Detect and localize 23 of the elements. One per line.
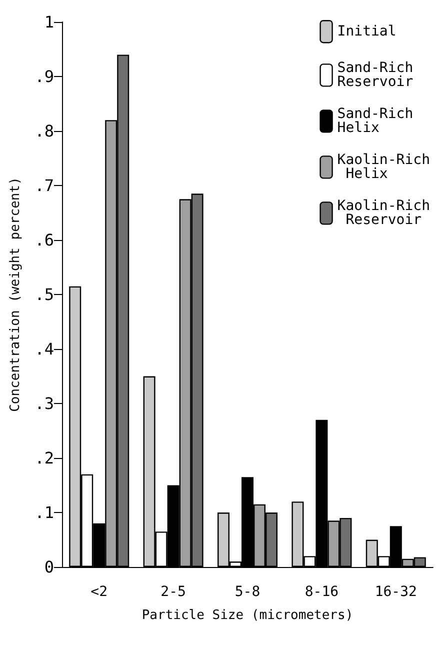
y-tick-label: .3	[34, 394, 54, 413]
legend-label: Sand-Rich Helix	[337, 106, 422, 136]
legend-label: Kaolin-Rich Helix	[337, 152, 430, 182]
legend-label: Kaolin-Rich Reservoir	[337, 198, 430, 228]
y-tick-label: .6	[34, 230, 54, 250]
y-tick-label: 0	[44, 558, 54, 576]
x-axis-title: Particle Size (micrometers)	[142, 608, 354, 623]
x-tick-label: <2	[90, 584, 108, 600]
y-tick-label: .4	[34, 340, 54, 358]
x-tick-label: 8-16	[304, 584, 339, 600]
x-tick-label: 5-8	[234, 584, 260, 600]
y-tick-label: .7	[34, 176, 54, 195]
y-tick-label: 1	[44, 12, 54, 32]
y-tick-label: .5	[34, 285, 54, 304]
x-tick-label: 16-32	[374, 584, 417, 600]
y-tick-label: .1	[34, 503, 54, 522]
y-axis-title: Concentration (weight percent)	[8, 177, 23, 412]
y-tick-label: .2	[34, 448, 54, 468]
y-tick-label: .9	[34, 67, 54, 86]
y-tick-label: .8	[34, 122, 54, 140]
legend-label: Initial	[337, 24, 396, 40]
legend-label: Sand-Rich Reservoir	[337, 60, 422, 90]
x-tick-label: 2-5	[160, 584, 186, 600]
